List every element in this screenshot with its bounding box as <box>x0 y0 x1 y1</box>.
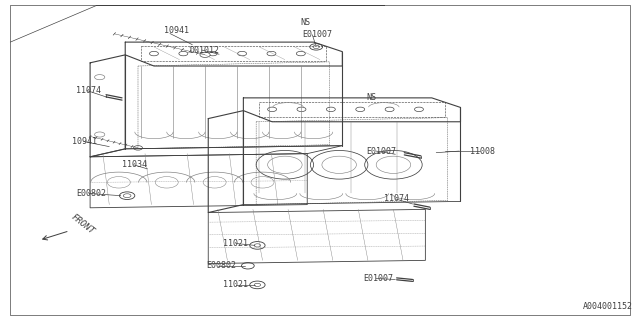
Text: E00802: E00802 <box>76 189 106 198</box>
Text: E00802: E00802 <box>206 261 236 270</box>
Text: 11074: 11074 <box>384 194 409 204</box>
Text: FRONT: FRONT <box>70 212 97 236</box>
Circle shape <box>134 146 143 150</box>
Text: E01007: E01007 <box>366 147 396 156</box>
Text: E01007: E01007 <box>364 274 394 283</box>
Text: 11021: 11021 <box>223 280 248 289</box>
Text: 11034: 11034 <box>122 160 147 169</box>
Circle shape <box>241 263 254 269</box>
Text: 10941: 10941 <box>164 27 189 36</box>
Text: D01012: D01012 <box>189 45 219 55</box>
Circle shape <box>250 281 265 289</box>
Text: E01007: E01007 <box>302 30 332 39</box>
Circle shape <box>200 52 210 57</box>
Text: 11074: 11074 <box>76 86 101 95</box>
Text: 10941: 10941 <box>72 137 97 146</box>
Text: A004001152: A004001152 <box>583 302 633 311</box>
Text: 11021: 11021 <box>223 239 248 248</box>
Text: 11008: 11008 <box>470 147 495 156</box>
Text: NS: NS <box>301 19 311 28</box>
Circle shape <box>310 44 323 50</box>
Circle shape <box>250 242 265 249</box>
Text: NS: NS <box>366 93 376 102</box>
Circle shape <box>120 192 135 199</box>
